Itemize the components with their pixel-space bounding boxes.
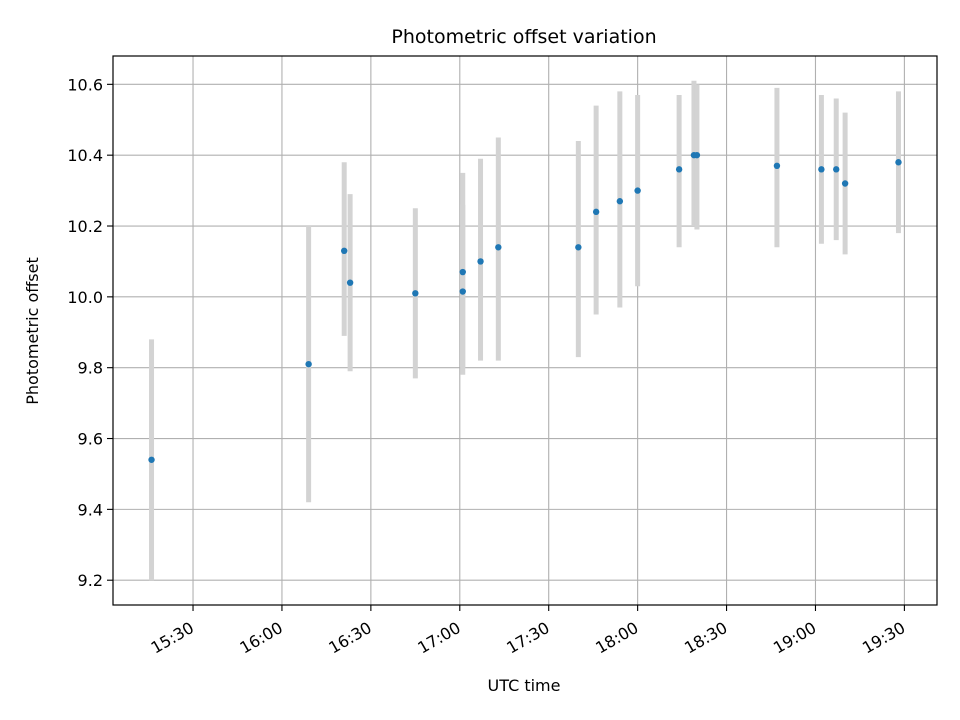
y-tick-label: 10.4 — [67, 146, 103, 165]
data-point — [412, 290, 419, 297]
y-axis-label: Photometric offset — [23, 257, 42, 405]
data-point — [895, 159, 902, 166]
data-point — [634, 187, 641, 194]
x-axis-label: UTC time — [488, 676, 561, 695]
data-point — [459, 288, 466, 295]
y-tick-label: 9.6 — [78, 430, 103, 449]
data-point — [346, 279, 354, 286]
data-point — [575, 244, 582, 251]
data-point — [459, 268, 466, 276]
data-point — [693, 151, 701, 159]
y-tick-label: 10.6 — [67, 75, 103, 94]
y-tick-label: 10.0 — [67, 288, 103, 307]
y-tick-label: 9.2 — [78, 571, 103, 590]
plot-area-frame — [112, 55, 938, 606]
chart-title: Photometric offset variation — [391, 26, 656, 48]
data-point — [675, 166, 683, 173]
y-tick-label: 10.2 — [67, 217, 103, 236]
data-point — [592, 208, 600, 216]
data-point — [818, 166, 825, 173]
data-point — [340, 247, 348, 255]
data-point — [841, 180, 849, 187]
data-point — [477, 258, 484, 265]
y-tick-label: 9.8 — [78, 359, 103, 378]
grid-lines — [113, 56, 937, 605]
data-point — [148, 456, 155, 463]
data-point — [495, 244, 502, 251]
y-tick-label: 9.4 — [78, 500, 103, 519]
data-point — [833, 166, 840, 173]
data-point — [773, 162, 781, 169]
data-point — [305, 360, 312, 368]
data-point — [616, 198, 624, 205]
data-points — [148, 151, 902, 463]
y-axis-ticks: 9.2 9.4 9.6 9.8 10.0 10.2 10.4 10.6 — [67, 75, 113, 590]
